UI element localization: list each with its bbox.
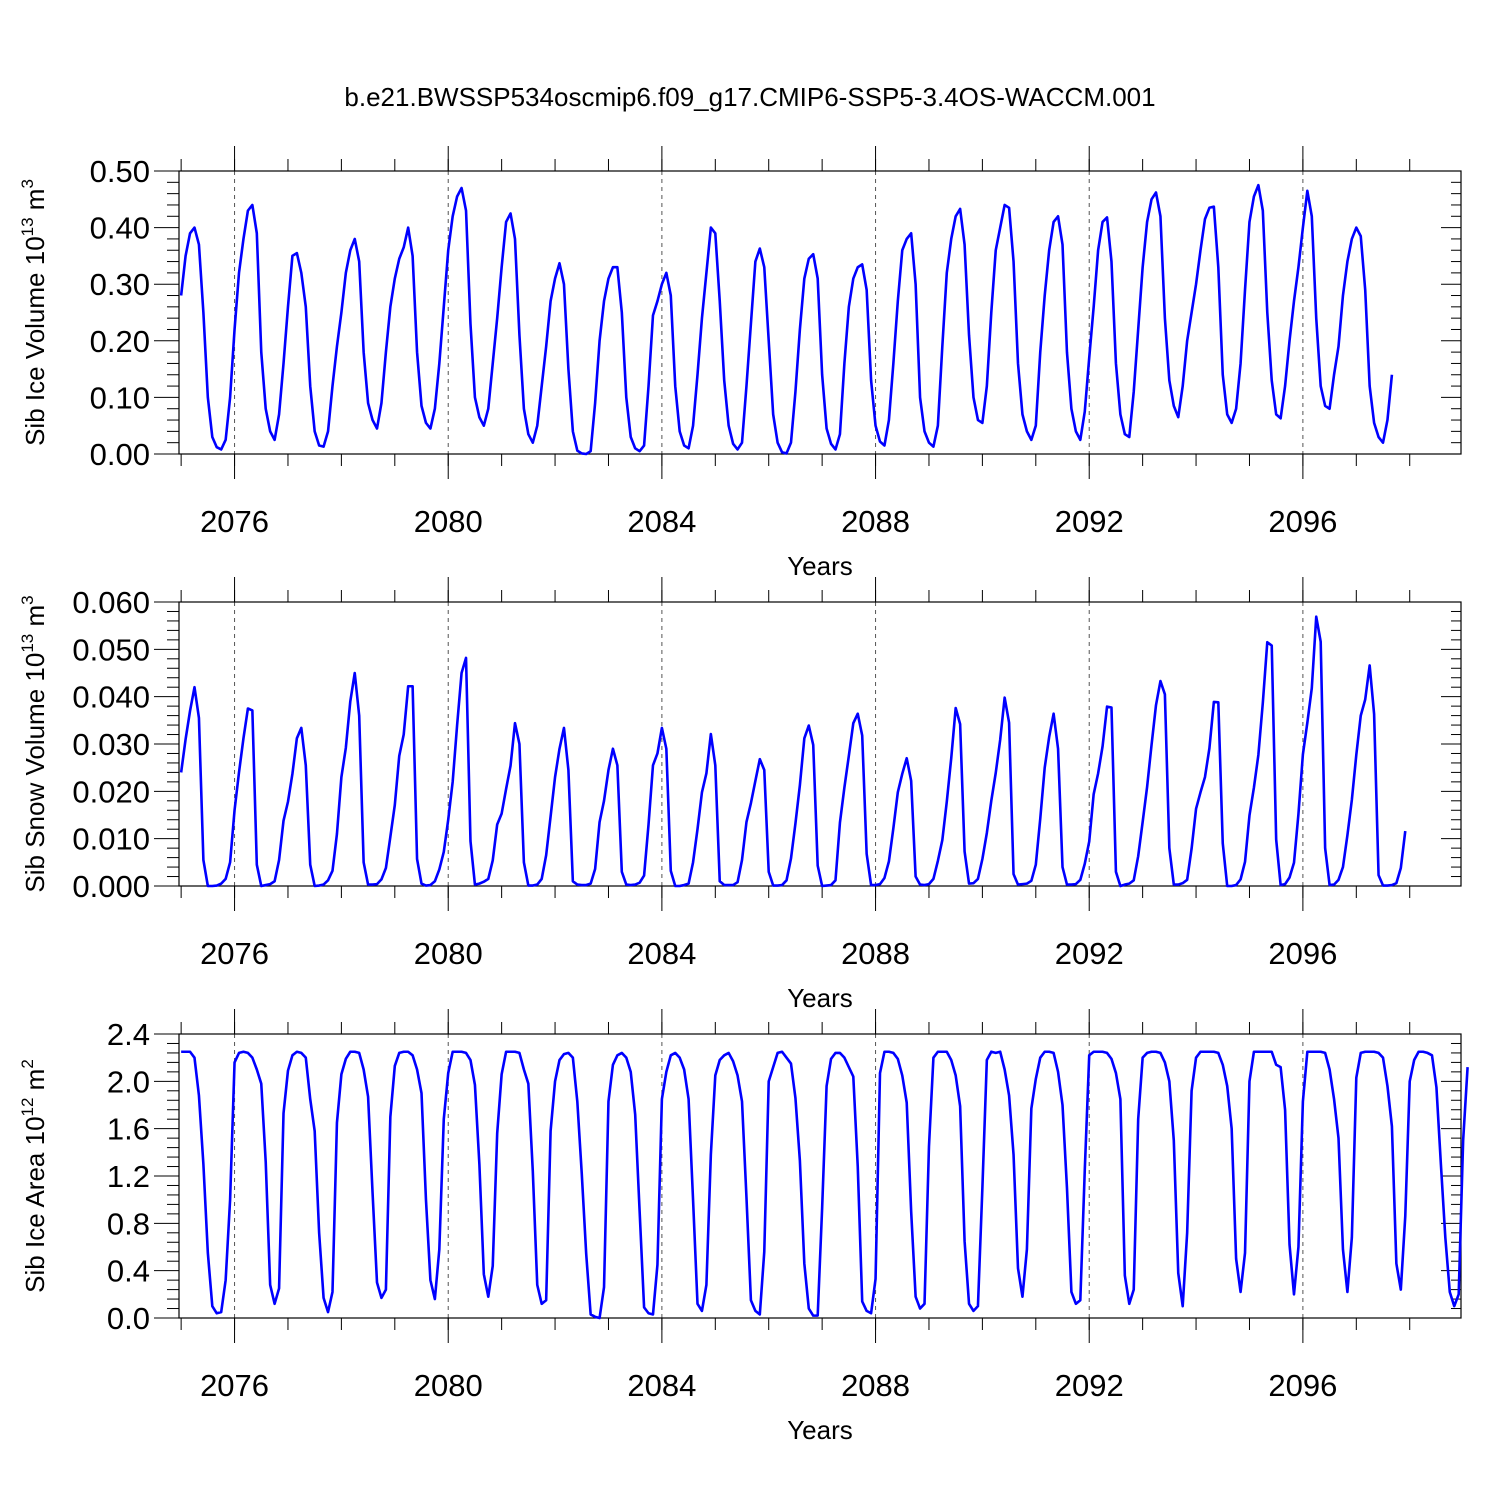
y-axis-label-main: Sib Ice Area 10	[20, 1116, 50, 1292]
x-tick-label: 2080	[414, 1368, 483, 1403]
x-tick-label: 2076	[200, 1368, 269, 1403]
x-tick-label: 2080	[414, 936, 483, 971]
y-tick-label: 0.00	[90, 437, 150, 472]
y-tick-label: 0.4	[107, 1254, 150, 1289]
x-axis-label: Years	[787, 1415, 853, 1445]
x-tick-label: 2084	[627, 936, 696, 971]
y-tick-label: 0.20	[90, 324, 150, 359]
y-axis-label-unit: m	[20, 1069, 50, 1098]
y-tick-label: 0.060	[72, 585, 150, 620]
chart-panel-3: 2076 2080 2084 2088 2092 2096 0.0 0.4 0.8 1.2 1.6 2…	[18, 1009, 1469, 1445]
series-line	[179, 615, 1407, 888]
chart-panel-2: 2076 2080 2084 2088 2092 2096 0.000 0.010 0.020 0…	[18, 577, 1462, 1013]
y-tick-label: 0.40	[90, 211, 150, 246]
figure-title: b.e21.BWSSP534oscmip6.f09_g17.CMIP6-SSP5…	[344, 82, 1155, 112]
y-tick-label: 0.50	[90, 154, 150, 189]
y-axis-label-exponent: 13	[18, 634, 37, 653]
x-tick-label: 2088	[841, 1368, 910, 1403]
y-tick-label: 2.4	[107, 1017, 150, 1052]
x-tick-label: 2084	[627, 1368, 696, 1403]
y-axis-label-unit: m	[20, 189, 50, 218]
panels: 2076 2080 2084 2088 2092 2096 0.00 0.10 0.20 0.30…	[18, 146, 1469, 1445]
x-axis-label: Years	[787, 983, 853, 1013]
x-tick-label: 2092	[1055, 936, 1124, 971]
y-tick-label: 2.0	[107, 1064, 150, 1099]
x-tick-label: 2092	[1055, 1368, 1124, 1403]
y-tick-label: 0.030	[72, 727, 150, 762]
plot-frame	[178, 170, 1462, 455]
y-axis-label-unit-exponent: 2	[18, 1059, 37, 1068]
x-tick-label: 2092	[1055, 504, 1124, 539]
y-axis-label-unit-exponent: 3	[18, 595, 37, 604]
y-axis-label-main: Sib Snow Volume 10	[20, 653, 50, 893]
y-tick-label: 0.30	[90, 267, 150, 302]
y-tick-label: 0.010	[72, 822, 150, 857]
y-axis-label: Sib Snow Volume 1013 m3	[18, 595, 50, 892]
y-axis-label-exponent: 13	[18, 217, 37, 236]
y-axis-label-main: Sib Ice Volume 10	[20, 236, 50, 446]
y-axis-label: Sib Ice Volume 1013 m3	[18, 179, 50, 446]
y-tick-label: 0.040	[72, 680, 150, 715]
y-axis-label-unit: m	[20, 605, 50, 634]
x-tick-label: 2088	[841, 504, 910, 539]
x-tick-label: 2076	[200, 504, 269, 539]
x-tick-label: 2080	[414, 504, 483, 539]
series-line	[179, 183, 1394, 456]
x-axis-label: Years	[787, 551, 853, 581]
y-tick-label: 0.0	[107, 1301, 150, 1336]
y-tick-label: 0.10	[90, 380, 150, 415]
y-axis-label-exponent: 12	[18, 1098, 37, 1117]
chart-panel-1: 2076 2080 2084 2088 2092 2096 0.00 0.10 0.20 0.30…	[18, 146, 1462, 581]
y-tick-label: 0.050	[72, 632, 150, 667]
x-tick-label: 2084	[627, 504, 696, 539]
x-tick-label: 2076	[200, 936, 269, 971]
y-tick-label: 1.6	[107, 1112, 150, 1147]
y-tick-label: 1.2	[107, 1159, 150, 1194]
y-tick-label: 0.020	[72, 774, 150, 809]
y-axis-label-unit-exponent: 3	[18, 179, 37, 188]
y-axis-label: Sib Ice Area 1012 m2	[18, 1059, 50, 1293]
x-tick-label: 2088	[841, 936, 910, 971]
series-line	[181, 1050, 1469, 1320]
x-tick-label: 2096	[1268, 936, 1337, 971]
y-tick-label: 0.000	[72, 869, 150, 904]
x-tick-label: 2096	[1268, 1368, 1337, 1403]
x-tick-label: 2096	[1268, 504, 1337, 539]
y-tick-label: 0.8	[107, 1206, 150, 1241]
